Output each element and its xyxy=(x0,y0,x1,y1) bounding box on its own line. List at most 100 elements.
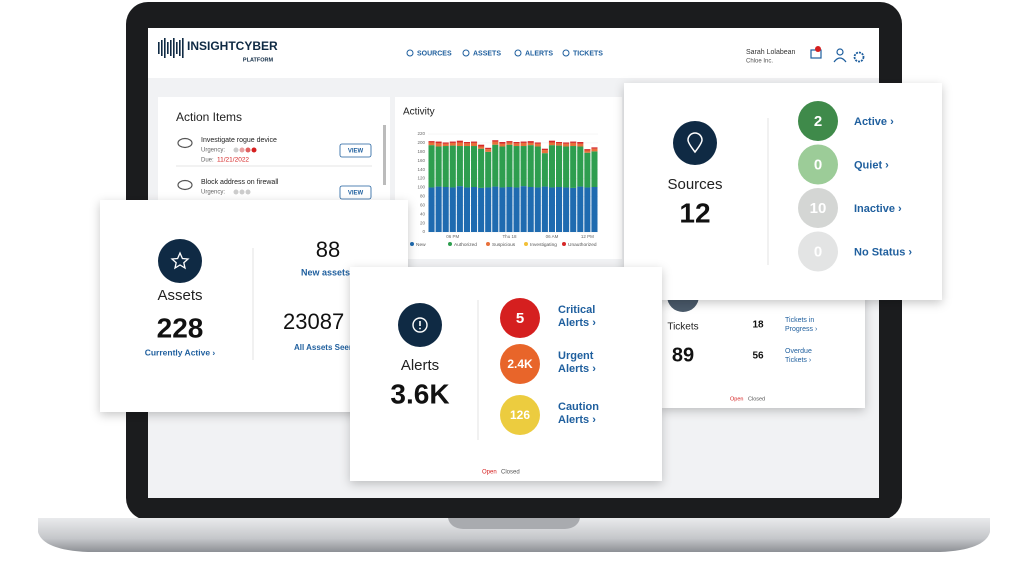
nav-item[interactable]: TICKETS xyxy=(573,50,603,57)
activity-bar xyxy=(485,147,492,150)
urgency-dot xyxy=(251,147,257,153)
activity-bar xyxy=(527,141,534,143)
ticket-link[interactable]: Progress › xyxy=(785,326,818,333)
toggle-closed[interactable]: Closed xyxy=(748,396,765,402)
level-link[interactable]: Alerts › xyxy=(558,414,596,426)
toggle-open[interactable]: Open xyxy=(482,470,497,476)
level-link[interactable]: Alerts › xyxy=(558,317,596,329)
activity-bar xyxy=(548,140,555,143)
status-link[interactable]: Active › xyxy=(854,116,894,128)
activity-bar xyxy=(428,142,435,146)
due-label: Due: xyxy=(201,158,214,164)
activity-bar xyxy=(506,187,513,232)
activity-bar xyxy=(570,142,577,147)
logo-bar xyxy=(173,38,175,58)
logo: INSIGHTCYBER xyxy=(187,39,278,53)
asset-link[interactable]: New assets xyxy=(301,267,350,277)
laptop-base xyxy=(38,518,990,552)
card-title: Assets xyxy=(157,287,202,304)
asset-count: 23087 xyxy=(283,309,344,334)
activity-bar xyxy=(541,148,548,151)
nav-item[interactable]: ASSETS xyxy=(473,50,501,57)
ticket-link[interactable]: Overdue xyxy=(785,348,812,355)
activity-bar xyxy=(563,187,570,232)
toggle-open[interactable]: Open xyxy=(730,396,743,402)
panel-title: Action Items xyxy=(176,110,242,124)
card-link[interactable]: Currently Active › xyxy=(145,347,216,357)
activity-bar xyxy=(534,187,541,232)
status-count: 2 xyxy=(814,113,822,130)
card-title: Alerts xyxy=(401,357,439,374)
profile-body xyxy=(833,57,847,63)
item-icon xyxy=(177,137,193,149)
activity-bar xyxy=(584,152,591,188)
activity-bar xyxy=(463,143,470,147)
y-tick-label: 40 xyxy=(420,211,426,216)
activity-bar xyxy=(591,187,598,232)
activity-bar xyxy=(591,151,598,188)
view-button[interactable] xyxy=(339,185,372,200)
y-tick-label: 200 xyxy=(417,140,425,145)
sources-icon xyxy=(673,121,717,165)
card-total: 89 xyxy=(672,344,694,366)
activity-bar xyxy=(492,186,499,232)
activity-bar xyxy=(471,142,478,147)
activity-bar xyxy=(456,142,463,147)
legend-swatch xyxy=(448,242,452,246)
ticket-link[interactable]: Tickets in xyxy=(785,317,814,324)
legend-label: New xyxy=(416,242,426,248)
level-link[interactable]: Urgent xyxy=(558,350,594,362)
activity-bar xyxy=(548,142,555,146)
status-circle xyxy=(798,101,838,141)
alert-ring xyxy=(412,317,428,333)
activity-bar xyxy=(478,148,485,188)
card-total: 12 xyxy=(679,197,710,228)
activity-bar xyxy=(591,147,598,149)
legend-label: Suspicious xyxy=(492,242,516,248)
user-name: Sarah Lolabean xyxy=(746,49,796,56)
view-button-label[interactable]: VIEW xyxy=(348,191,364,197)
top-bar xyxy=(148,28,879,78)
toggle-closed[interactable]: Closed xyxy=(501,470,520,476)
asset-link[interactable]: All Assets Seen xyxy=(294,343,354,352)
activity-bar xyxy=(570,141,577,143)
status-link[interactable]: No Status › xyxy=(854,246,912,258)
activity-bar xyxy=(527,145,534,188)
activity-bar xyxy=(485,151,492,188)
nav-icon xyxy=(462,49,470,57)
level-link[interactable]: Critical xyxy=(558,304,595,316)
urgency-dot xyxy=(239,189,245,195)
profile-icon[interactable] xyxy=(836,48,844,56)
ticket-link[interactable]: Tickets › xyxy=(785,357,812,364)
activity-bar xyxy=(478,187,485,232)
activity-bar xyxy=(442,142,449,144)
activity-bar xyxy=(563,142,570,144)
activity-bar xyxy=(513,146,520,188)
y-tick-label: 160 xyxy=(417,158,425,163)
panel-title: Activity xyxy=(403,107,435,118)
nav-item[interactable]: SOURCES xyxy=(417,50,452,57)
legend-swatch xyxy=(410,242,414,246)
settings-icon[interactable] xyxy=(853,51,865,63)
view-button[interactable] xyxy=(339,143,372,158)
legend-label: Investigating xyxy=(530,242,557,248)
nav-item[interactable]: ALERTS xyxy=(525,50,553,57)
y-tick-label: 60 xyxy=(420,202,426,207)
level-link[interactable]: Alerts › xyxy=(558,363,596,375)
activity-bar xyxy=(513,187,520,232)
pin-icon xyxy=(687,132,703,154)
status-link[interactable]: Quiet › xyxy=(854,159,889,171)
nav-icon xyxy=(514,49,522,57)
status-count: 0 xyxy=(814,156,822,173)
logo-bar xyxy=(179,40,181,56)
urgency-dot xyxy=(245,189,251,195)
item-icon xyxy=(177,179,193,191)
activity-bar xyxy=(534,143,541,147)
activity-bar xyxy=(506,142,513,145)
view-button-label[interactable]: VIEW xyxy=(348,149,364,155)
status-link[interactable]: Inactive › xyxy=(854,203,902,215)
activity-bar xyxy=(442,146,449,188)
logo-bar xyxy=(167,42,169,54)
level-link[interactable]: Caution xyxy=(558,401,599,413)
activity-bar xyxy=(513,143,520,147)
